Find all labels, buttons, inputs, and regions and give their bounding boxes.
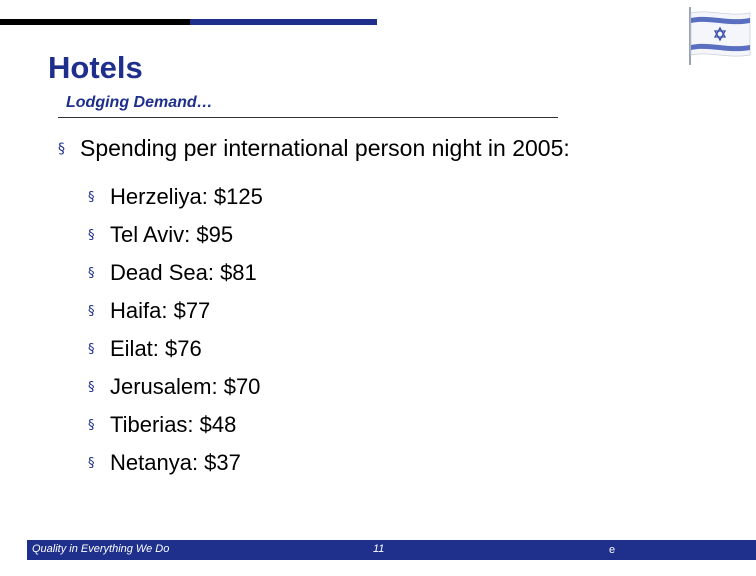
main-bullet: § Spending per international person nigh… [58, 135, 570, 162]
square-bullet-icon: § [88, 379, 95, 395]
list-item-label: Haifa: $77 [110, 298, 211, 323]
footer-bar: Quality in Everything We Do 11 e [27, 540, 756, 560]
list-item-label: Netanya: $37 [110, 450, 241, 475]
list-item: § Jerusalem: $70 [88, 368, 263, 406]
square-bullet-icon: § [88, 455, 95, 471]
footer-mark: e [609, 544, 616, 556]
header-bar-black [0, 19, 190, 25]
square-bullet-icon: § [88, 227, 95, 243]
square-bullet-icon: § [88, 265, 95, 281]
page-number: 11 [373, 543, 385, 555]
list-item: § Eilat: $76 [88, 330, 263, 368]
square-bullet-icon: § [88, 417, 95, 433]
list-item: § Haifa: $77 [88, 292, 263, 330]
list-item: § Netanya: $37 [88, 444, 263, 482]
list-item: § Herzeliya: $125 [88, 178, 263, 216]
main-bullet-text: Spending per international person night … [80, 135, 570, 161]
list-item-label: Herzeliya: $125 [110, 184, 263, 209]
list-item: § Dead Sea: $81 [88, 254, 263, 292]
square-bullet-icon: § [88, 189, 95, 205]
header-bar-blue [190, 19, 377, 25]
footer-tagline: Quality in Everything We Do [32, 543, 170, 555]
list-item-label: Tiberias: $48 [110, 412, 237, 437]
list-item-label: Dead Sea: $81 [110, 260, 257, 285]
square-bullet-icon: § [58, 140, 65, 157]
list-item: § Tel Aviv: $95 [88, 216, 263, 254]
list-item-label: Tel Aviv: $95 [110, 222, 234, 247]
slide-subtitle: Lodging Demand… [66, 94, 213, 111]
list-item-label: Eilat: $76 [110, 336, 202, 361]
list-item: § Tiberias: $48 [88, 406, 263, 444]
subtitle-divider [58, 117, 558, 118]
israel-flag-icon [689, 7, 751, 65]
list-item-label: Jerusalem: $70 [110, 374, 261, 399]
slide-title: Hotels [48, 50, 143, 85]
square-bullet-icon: § [88, 303, 95, 319]
square-bullet-icon: § [88, 341, 95, 357]
city-spending-list: § Herzeliya: $125 § Tel Aviv: $95 § Dead… [88, 178, 263, 482]
